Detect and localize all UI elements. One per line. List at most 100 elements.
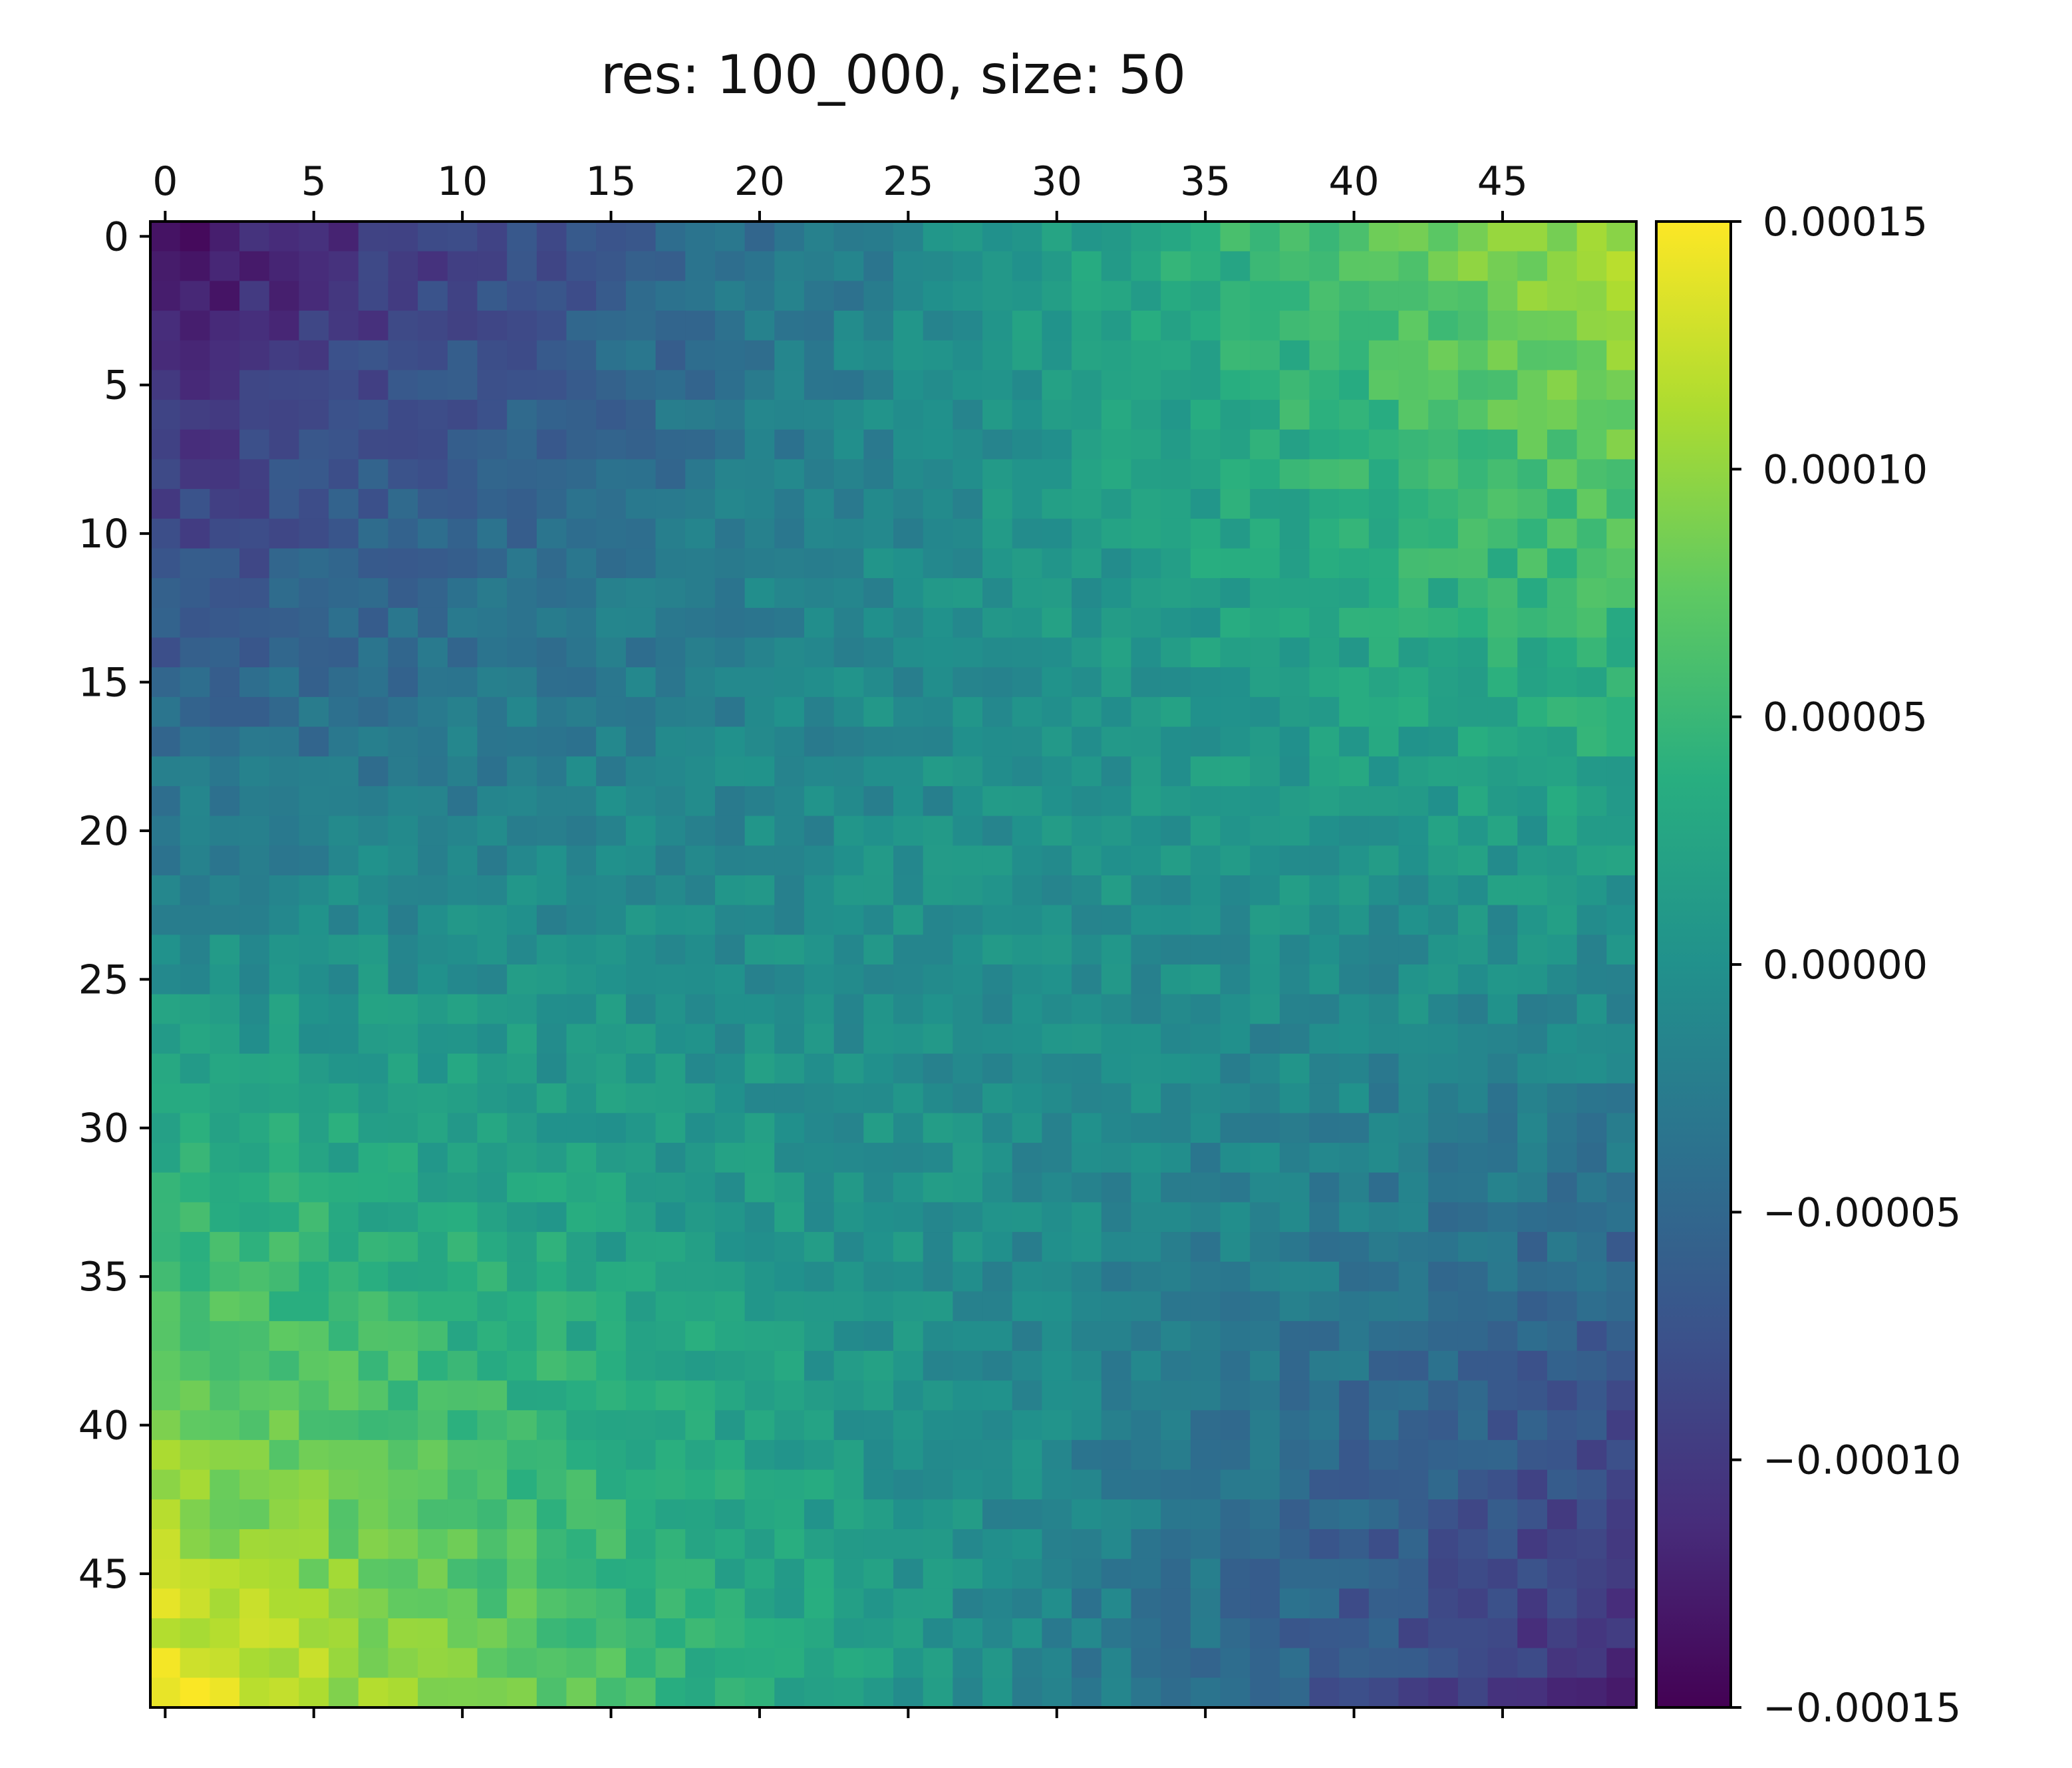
heatmap-cell bbox=[714, 1261, 746, 1292]
heatmap-cell bbox=[1220, 1054, 1251, 1084]
heatmap-cell bbox=[1042, 637, 1072, 668]
heatmap-cell bbox=[714, 667, 746, 698]
heatmap-cell bbox=[893, 845, 924, 876]
heatmap-cell bbox=[1042, 1499, 1072, 1530]
heatmap-cell bbox=[1339, 1172, 1370, 1203]
heatmap-cell bbox=[507, 1618, 537, 1649]
heatmap-cell bbox=[1517, 1054, 1548, 1084]
heatmap-cell bbox=[833, 994, 865, 1025]
heatmap-cell bbox=[1012, 1410, 1043, 1441]
heatmap-cell bbox=[358, 696, 389, 728]
heatmap-cell bbox=[1279, 1261, 1310, 1292]
heatmap-cell bbox=[744, 548, 776, 579]
heatmap-cell bbox=[358, 221, 389, 252]
heatmap-cell bbox=[982, 875, 1013, 906]
heatmap-cell bbox=[299, 845, 329, 876]
heatmap-cell bbox=[596, 905, 627, 936]
heatmap-cell bbox=[1428, 756, 1459, 787]
heatmap-cell bbox=[923, 281, 954, 311]
heatmap-cell bbox=[1547, 1350, 1578, 1382]
heatmap-cell bbox=[804, 1291, 835, 1322]
heatmap-cell bbox=[953, 756, 983, 787]
heatmap-cell bbox=[477, 251, 508, 282]
heatmap-cell bbox=[388, 578, 418, 609]
heatmap-cell bbox=[1279, 1291, 1310, 1322]
heatmap-cell bbox=[774, 1054, 805, 1084]
heatmap-cell bbox=[1279, 429, 1310, 460]
heatmap-cell bbox=[744, 935, 776, 965]
heatmap-cell bbox=[833, 251, 865, 282]
heatmap-cell bbox=[180, 1529, 211, 1560]
heatmap-cell bbox=[596, 1469, 627, 1501]
heatmap-cell bbox=[685, 1439, 716, 1471]
heatmap-cell bbox=[447, 311, 478, 341]
heatmap-cell bbox=[1250, 845, 1280, 876]
heatmap-cell bbox=[833, 311, 865, 341]
heatmap-cell bbox=[150, 518, 181, 549]
heatmap-cell bbox=[982, 1439, 1013, 1471]
heatmap-cell bbox=[418, 548, 448, 579]
heatmap-cell bbox=[774, 1499, 805, 1530]
heatmap-cell bbox=[804, 845, 835, 876]
heatmap-cell bbox=[953, 1143, 983, 1173]
heatmap-cell bbox=[953, 875, 983, 906]
heatmap-cell bbox=[1457, 518, 1489, 549]
heatmap-cell bbox=[1279, 1380, 1310, 1411]
heatmap-cell bbox=[1250, 607, 1280, 639]
heatmap-cell bbox=[536, 311, 567, 341]
heatmap-cell bbox=[150, 1469, 181, 1501]
heatmap-cell bbox=[1101, 1588, 1132, 1619]
heatmap-cell bbox=[1428, 1113, 1459, 1143]
heatmap-cell bbox=[1457, 370, 1489, 400]
heatmap-cell bbox=[210, 1499, 240, 1530]
heatmap-cell bbox=[804, 221, 835, 252]
heatmap-cell bbox=[1547, 1083, 1578, 1114]
heatmap-cell bbox=[774, 1380, 805, 1411]
heatmap-cell bbox=[1250, 311, 1280, 341]
heatmap-cell bbox=[1250, 696, 1280, 728]
heatmap-cell bbox=[1487, 251, 1519, 282]
heatmap-cell bbox=[1517, 1558, 1548, 1590]
heatmap-cell bbox=[150, 1083, 181, 1114]
heatmap-cell bbox=[388, 1439, 418, 1471]
heatmap-cell bbox=[1606, 1054, 1637, 1084]
heatmap-cell bbox=[536, 964, 567, 995]
heatmap-cell bbox=[625, 667, 657, 698]
heatmap-cell bbox=[744, 667, 776, 698]
heatmap-cell bbox=[774, 370, 805, 400]
heatmap-cell bbox=[358, 1588, 389, 1619]
heatmap-cell bbox=[1220, 1618, 1251, 1649]
heatmap-cell bbox=[180, 1083, 211, 1114]
heatmap-cell bbox=[1279, 311, 1310, 341]
heatmap-cell bbox=[388, 607, 418, 639]
heatmap-cell bbox=[566, 935, 597, 965]
heatmap-cell bbox=[418, 1678, 448, 1708]
heatmap-cell bbox=[1309, 459, 1340, 490]
heatmap-cell bbox=[299, 964, 329, 995]
heatmap-cell bbox=[596, 1439, 627, 1471]
heatmap-cell bbox=[1042, 667, 1072, 698]
heatmap-cell bbox=[1190, 1321, 1221, 1352]
heatmap-cell bbox=[1220, 340, 1251, 371]
heatmap-cell bbox=[180, 1054, 211, 1084]
heatmap-cell bbox=[1398, 905, 1429, 936]
heatmap-cell bbox=[923, 221, 954, 252]
heatmap-cell bbox=[1101, 1678, 1132, 1708]
heatmap-cell bbox=[1161, 1232, 1191, 1262]
heatmap-cell bbox=[1042, 281, 1072, 311]
heatmap-cell bbox=[685, 1291, 716, 1322]
heatmap-cell bbox=[1161, 1618, 1191, 1649]
heatmap-cell bbox=[1072, 756, 1102, 787]
heatmap-cell bbox=[893, 1350, 924, 1382]
heatmap-cell bbox=[1309, 518, 1340, 549]
heatmap-cell bbox=[358, 518, 389, 549]
heatmap-cell bbox=[1279, 1439, 1310, 1471]
heatmap-cell bbox=[1131, 1143, 1161, 1173]
heatmap-cell bbox=[239, 281, 270, 311]
heatmap-cell bbox=[655, 905, 686, 936]
heatmap-cell bbox=[804, 1202, 835, 1233]
heatmap-cell bbox=[239, 696, 270, 728]
heatmap-cell bbox=[536, 1291, 567, 1322]
heatmap-cell bbox=[714, 607, 746, 639]
heatmap-cell bbox=[714, 786, 746, 817]
